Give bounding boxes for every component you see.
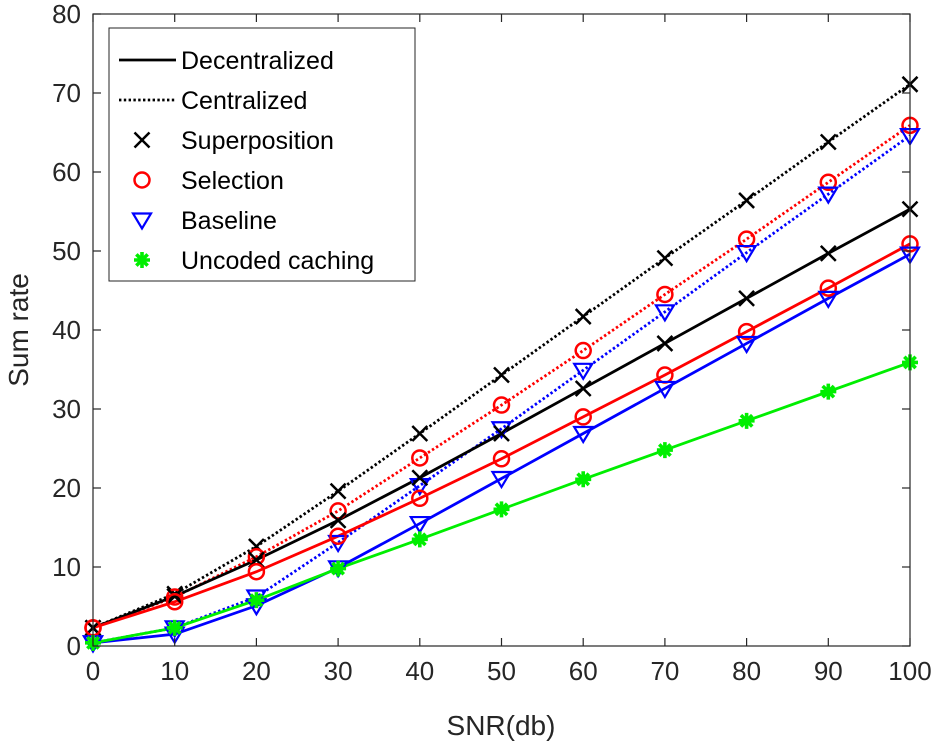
data-point-decentralized-baseline bbox=[653, 380, 676, 400]
x-tick-label: 30 bbox=[324, 656, 353, 686]
data-point-uncoded-caching bbox=[411, 531, 428, 548]
legend-label-baseline: Baseline bbox=[181, 207, 277, 235]
y-tick-label: 30 bbox=[52, 394, 81, 424]
series-line-centralized-baseline bbox=[92, 134, 911, 645]
y-tick-label: 0 bbox=[67, 631, 81, 661]
data-point-decentralized-selection bbox=[737, 322, 756, 341]
data-point-decentralized-baseline bbox=[572, 425, 595, 445]
data-point-centralized-selection bbox=[819, 173, 838, 192]
data-point-uncoded-caching bbox=[656, 442, 673, 459]
data-point-centralized-superposition bbox=[329, 482, 347, 500]
data-point-decentralized-selection bbox=[247, 562, 266, 581]
data-point-decentralized-superposition bbox=[574, 380, 592, 397]
data-point-uncoded-caching bbox=[248, 592, 265, 609]
data-point-centralized-selection bbox=[411, 449, 429, 467]
data-point-uncoded-caching bbox=[738, 412, 755, 429]
data-point-centralized-baseline bbox=[735, 244, 758, 264]
x-tick-label: 100 bbox=[888, 656, 931, 686]
data-point-decentralized-superposition bbox=[411, 469, 429, 487]
y-tick-label: 80 bbox=[52, 0, 81, 29]
series-markers bbox=[82, 75, 921, 654]
data-point-decentralized-superposition bbox=[738, 290, 755, 307]
x-tick-label: 80 bbox=[732, 656, 761, 686]
legend-box bbox=[108, 27, 416, 282]
legend: Decentralized Centralized Superposition Sel… bbox=[108, 27, 416, 282]
x-tick-label: 60 bbox=[569, 656, 598, 686]
data-point-centralized-selection bbox=[165, 588, 184, 606]
data-point-decentralized-superposition bbox=[819, 244, 837, 262]
data-point-decentralized-baseline bbox=[408, 515, 431, 535]
x-tick-label: 10 bbox=[160, 656, 189, 686]
data-point-uncoded-caching bbox=[575, 471, 592, 488]
series-line-decentralized-selection bbox=[92, 242, 911, 630]
data-point-uncoded-caching bbox=[493, 501, 510, 518]
y-axis-label: Sum rate bbox=[3, 273, 34, 387]
data-point-centralized-superposition bbox=[656, 249, 674, 267]
y-tick-label: 40 bbox=[52, 315, 81, 345]
x-tick-label: 0 bbox=[86, 656, 100, 686]
x-tick-label: 70 bbox=[650, 656, 679, 686]
x-axis-ticks: 0 10 20 30 40 50 60 70 80 90 100 bbox=[86, 14, 932, 686]
data-point-decentralized-baseline bbox=[735, 335, 758, 355]
x-tick-label: 50 bbox=[487, 656, 516, 686]
data-point-centralized-superposition bbox=[819, 133, 837, 151]
data-point-centralized-superposition bbox=[738, 192, 755, 209]
y-axis-ticks: 0 10 20 30 40 50 60 70 80 bbox=[52, 0, 910, 661]
legend-symbol-superposition bbox=[133, 131, 151, 149]
data-point-decentralized-superposition bbox=[166, 587, 184, 605]
data-point-decentralized-superposition bbox=[493, 425, 510, 442]
data-point-uncoded-caching bbox=[330, 560, 347, 577]
data-point-centralized-selection bbox=[656, 285, 674, 304]
data-point-centralized-baseline bbox=[653, 304, 676, 323]
legend-symbol-uncoded-caching bbox=[134, 252, 150, 268]
data-point-centralized-selection bbox=[492, 396, 511, 414]
data-point-centralized-superposition bbox=[574, 308, 592, 325]
data-point-centralized-superposition bbox=[493, 366, 510, 384]
data-point-decentralized-selection bbox=[165, 593, 184, 611]
series-line-decentralized-baseline bbox=[92, 252, 911, 645]
y-tick-label: 70 bbox=[52, 78, 81, 108]
data-point-decentralized-selection bbox=[574, 408, 592, 426]
legend-symbol-baseline bbox=[131, 212, 153, 231]
x-tick-label: 90 bbox=[814, 656, 843, 686]
y-tick-label: 20 bbox=[52, 473, 81, 503]
data-point-centralized-selection bbox=[329, 502, 347, 520]
x-tick-label: 20 bbox=[242, 656, 271, 686]
series-line-centralized-selection bbox=[92, 124, 911, 630]
data-point-decentralized-baseline bbox=[817, 290, 840, 310]
data-point-centralized-superposition bbox=[411, 425, 429, 442]
y-tick-label: 60 bbox=[52, 157, 81, 187]
legend-label-decentralized: Decentralized bbox=[181, 47, 334, 75]
x-axis-label: SNR(db) bbox=[447, 710, 556, 741]
data-point-decentralized-selection bbox=[819, 279, 838, 297]
data-point-uncoded-caching bbox=[820, 383, 837, 400]
data-point-centralized-baseline bbox=[572, 362, 595, 381]
data-point-decentralized-baseline bbox=[490, 470, 513, 490]
data-point-decentralized-superposition bbox=[656, 335, 674, 352]
data-point-decentralized-selection bbox=[492, 450, 511, 468]
y-tick-label: 10 bbox=[52, 552, 81, 582]
data-point-decentralized-superposition bbox=[329, 512, 347, 529]
legend-label-uncoded-caching: Uncoded caching bbox=[181, 247, 374, 275]
data-point-decentralized-selection bbox=[411, 489, 429, 508]
legend-symbol-selection bbox=[133, 171, 151, 189]
legend-label-superposition: Superposition bbox=[181, 127, 334, 155]
y-tick-label: 50 bbox=[52, 236, 81, 266]
data-point-centralized-baseline bbox=[817, 186, 840, 205]
data-point-uncoded-caching bbox=[166, 619, 183, 636]
data-point-decentralized-selection bbox=[329, 527, 347, 545]
legend-label-selection: Selection bbox=[181, 167, 284, 195]
legend-label-centralized: Centralized bbox=[181, 87, 307, 115]
x-tick-label: 40 bbox=[405, 656, 434, 686]
data-point-centralized-selection bbox=[574, 341, 592, 360]
